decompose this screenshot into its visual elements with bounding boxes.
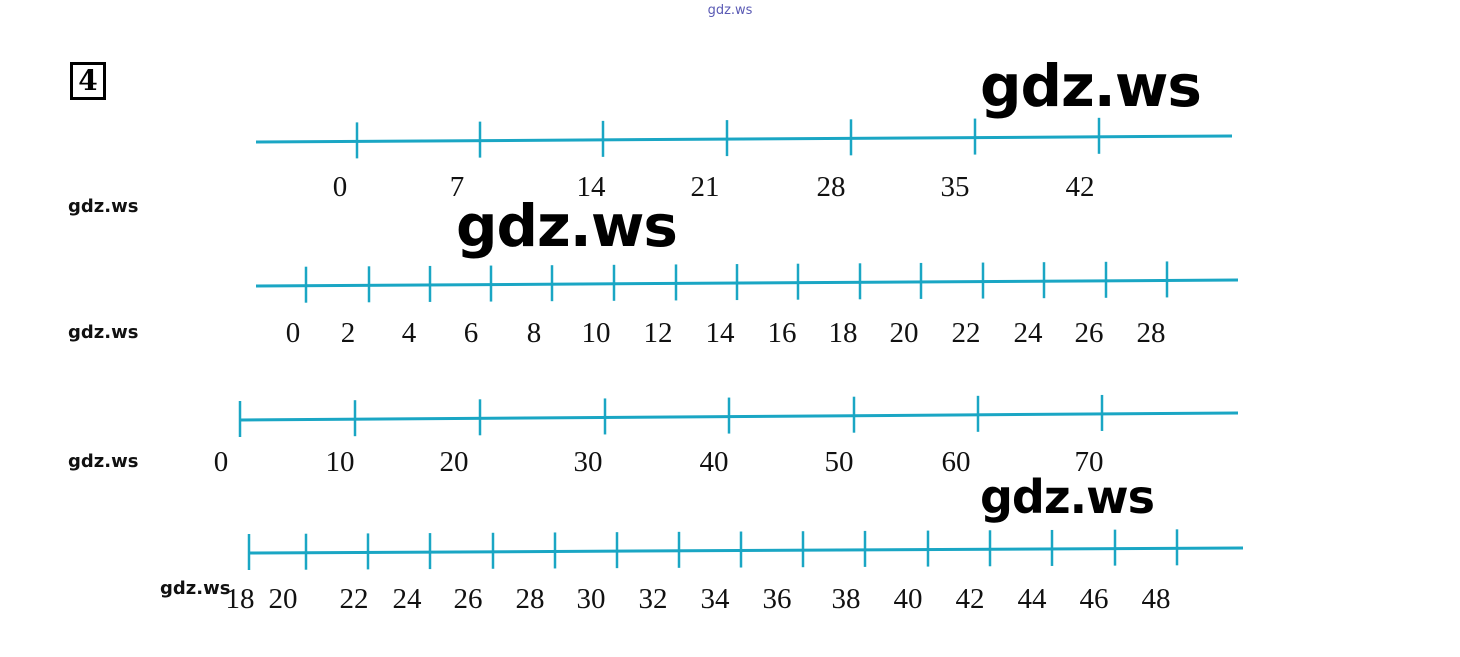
number-line-axis <box>255 134 1233 144</box>
tick-label: 8 <box>527 317 542 349</box>
tick-label: 6 <box>464 317 479 349</box>
tick-label: 18 <box>829 317 858 349</box>
tick-label: 34 <box>701 583 731 615</box>
tick-label: 40 <box>894 583 923 615</box>
tick-label: 26 <box>454 583 483 615</box>
tick-label: 2 <box>341 317 356 349</box>
number-line-3: 0 10 20 30 40 50 60 70 <box>214 394 1239 478</box>
number-line-axis <box>239 411 1239 422</box>
tick-label: 20 <box>890 317 919 349</box>
tick-label: 60 <box>942 446 971 478</box>
tick-label: 22 <box>952 317 981 349</box>
tick-label: 4 <box>402 317 417 349</box>
tick-label: 24 <box>1014 317 1044 349</box>
tick-label: 10 <box>582 317 611 349</box>
tick-label: 18 <box>226 583 255 615</box>
tick-label: 36 <box>763 583 792 615</box>
tick-label: 30 <box>574 446 603 478</box>
tick-label: 70 <box>1075 446 1104 478</box>
tick-label: 28 <box>516 583 545 615</box>
tick-label: 42 <box>1066 171 1095 203</box>
tick-label: 14 <box>706 317 736 349</box>
task-number-box: 4 <box>70 62 106 100</box>
tick-label: 30 <box>577 583 606 615</box>
tick-label: 44 <box>1018 583 1048 615</box>
tick-label: 0 <box>286 317 301 349</box>
tick-label: 14 <box>577 171 607 203</box>
watermark-side-3: gdz.ws <box>68 451 139 472</box>
watermark-side-2: gdz.ws <box>68 322 139 343</box>
tick-label: 0 <box>333 171 348 203</box>
tick-label: 38 <box>832 583 861 615</box>
tick-label: 48 <box>1142 583 1171 615</box>
watermark-large-3: gdz.ws <box>980 470 1155 524</box>
tick-label: 24 <box>393 583 423 615</box>
tick-label: 20 <box>440 446 469 478</box>
number-line-axis <box>248 546 1244 555</box>
tick-label: 42 <box>956 583 985 615</box>
watermark-large-1: gdz.ws <box>980 52 1202 120</box>
number-line-2: 0 2 4 6 8 10 12 14 16 18 20 22 24 26 28 <box>255 261 1239 349</box>
tick-label: 12 <box>644 317 673 349</box>
tick-label: 35 <box>941 171 970 203</box>
tick-label: 50 <box>825 446 854 478</box>
tick-label: 7 <box>450 171 465 203</box>
tick-label: 10 <box>326 446 355 478</box>
tick-label: 32 <box>639 583 668 615</box>
tick-label: 21 <box>691 171 720 203</box>
watermark-large-2: gdz.ws <box>456 192 678 260</box>
tick-label: 28 <box>1137 317 1166 349</box>
number-line-axis <box>255 278 1239 288</box>
tick-label: 16 <box>768 317 797 349</box>
tick-label: 22 <box>340 583 369 615</box>
tick-label: 40 <box>700 446 729 478</box>
watermark-side-1: gdz.ws <box>68 196 139 217</box>
number-line-4: 18 20 22 24 26 28 30 32 34 36 38 40 42 44 46 48 <box>226 529 1244 615</box>
tick-label: 20 <box>269 583 298 615</box>
tick-label: 46 <box>1080 583 1109 615</box>
tick-label: 26 <box>1075 317 1104 349</box>
top-watermark: gdz.ws <box>707 3 753 18</box>
number-line-1: 0 7 14 21 28 35 42 <box>255 117 1233 203</box>
tick-label: 0 <box>214 446 229 478</box>
watermark-side-4: gdz.ws <box>160 578 231 599</box>
tick-label: 28 <box>817 171 846 203</box>
